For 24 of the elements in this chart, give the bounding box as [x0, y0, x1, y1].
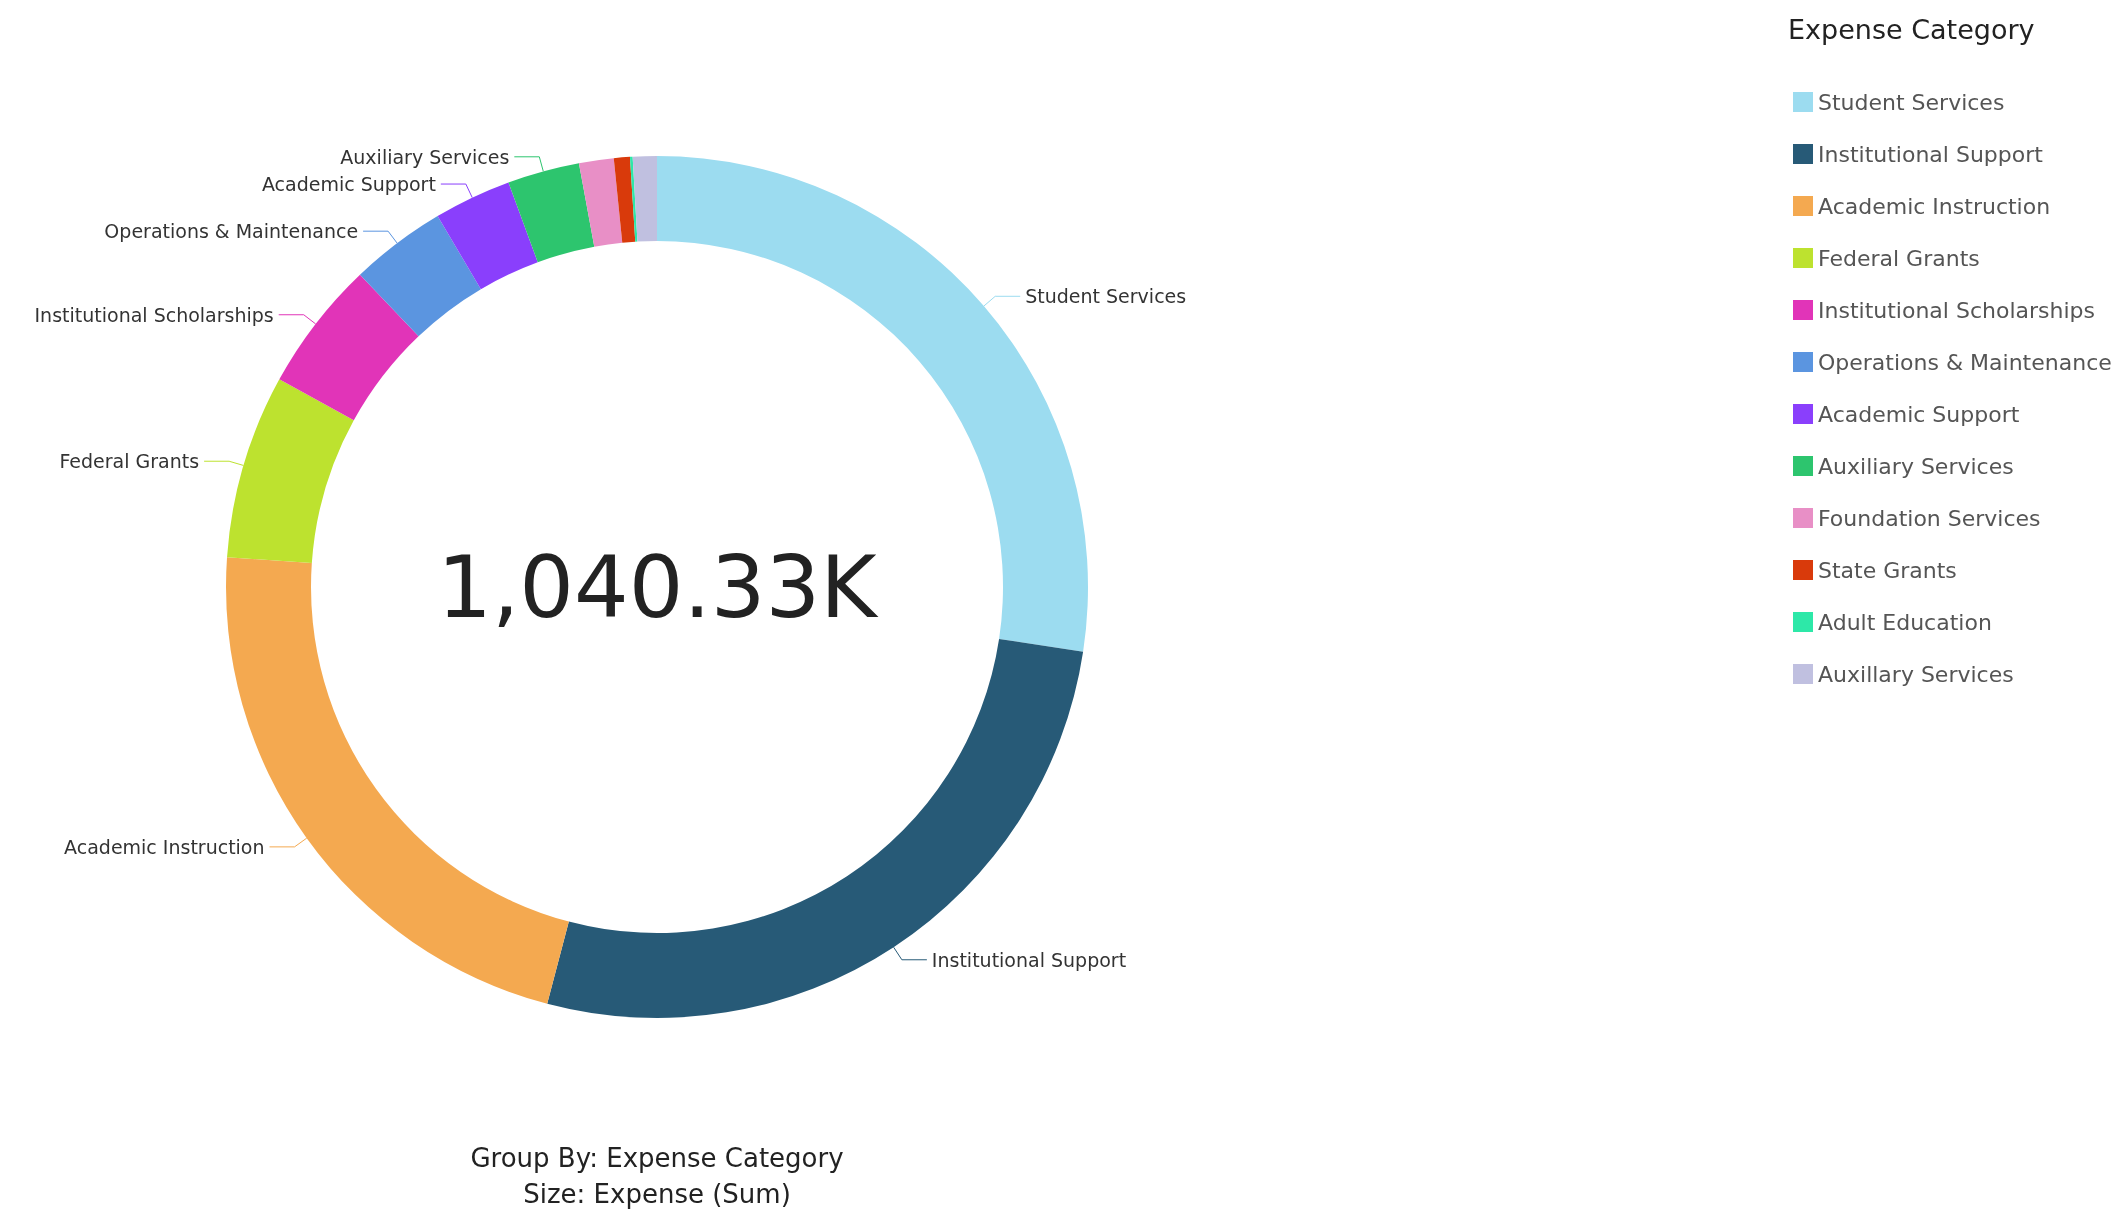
- text: 1,040.33K: [437, 537, 880, 637]
- slice-label: Student Services: [1025, 285, 1187, 308]
- slice-label: Federal Grants: [59, 450, 200, 473]
- legend-label: Institutional Scholarships: [1818, 297, 2095, 323]
- legend-label: Academic Instruction: [1818, 193, 2051, 219]
- legend-label: Academic Support: [1818, 401, 2020, 427]
- slice-label: Academic Support: [261, 173, 436, 196]
- legend-label: Auxiliary Services: [1818, 453, 2014, 479]
- legend-label: Student Services: [1818, 89, 2005, 115]
- slice-label: Institutional Scholarships: [34, 303, 274, 326]
- slice-label: Auxiliary Services: [340, 145, 510, 168]
- legend-title: Expense Category: [1788, 14, 2035, 45]
- legend-label: Operations & Maintenance: [1818, 349, 2112, 375]
- slice-label: Operations & Maintenance: [104, 220, 359, 243]
- text: Size: Expense (Sum): [523, 1179, 791, 1209]
- slice-label: Academic Instruction: [64, 835, 265, 858]
- legend-label: Institutional Support: [1818, 141, 2044, 167]
- legend-label: Adult Education: [1818, 609, 1992, 635]
- legend-label: Foundation Services: [1818, 505, 2041, 531]
- slice-label: Institutional Support: [931, 948, 1127, 971]
- legend-label: Auxillary Services: [1818, 661, 2014, 687]
- legend-label: Federal Grants: [1818, 245, 1980, 271]
- legend-label: State Grants: [1818, 557, 1957, 583]
- text: Group By: Expense Category: [470, 1143, 844, 1173]
